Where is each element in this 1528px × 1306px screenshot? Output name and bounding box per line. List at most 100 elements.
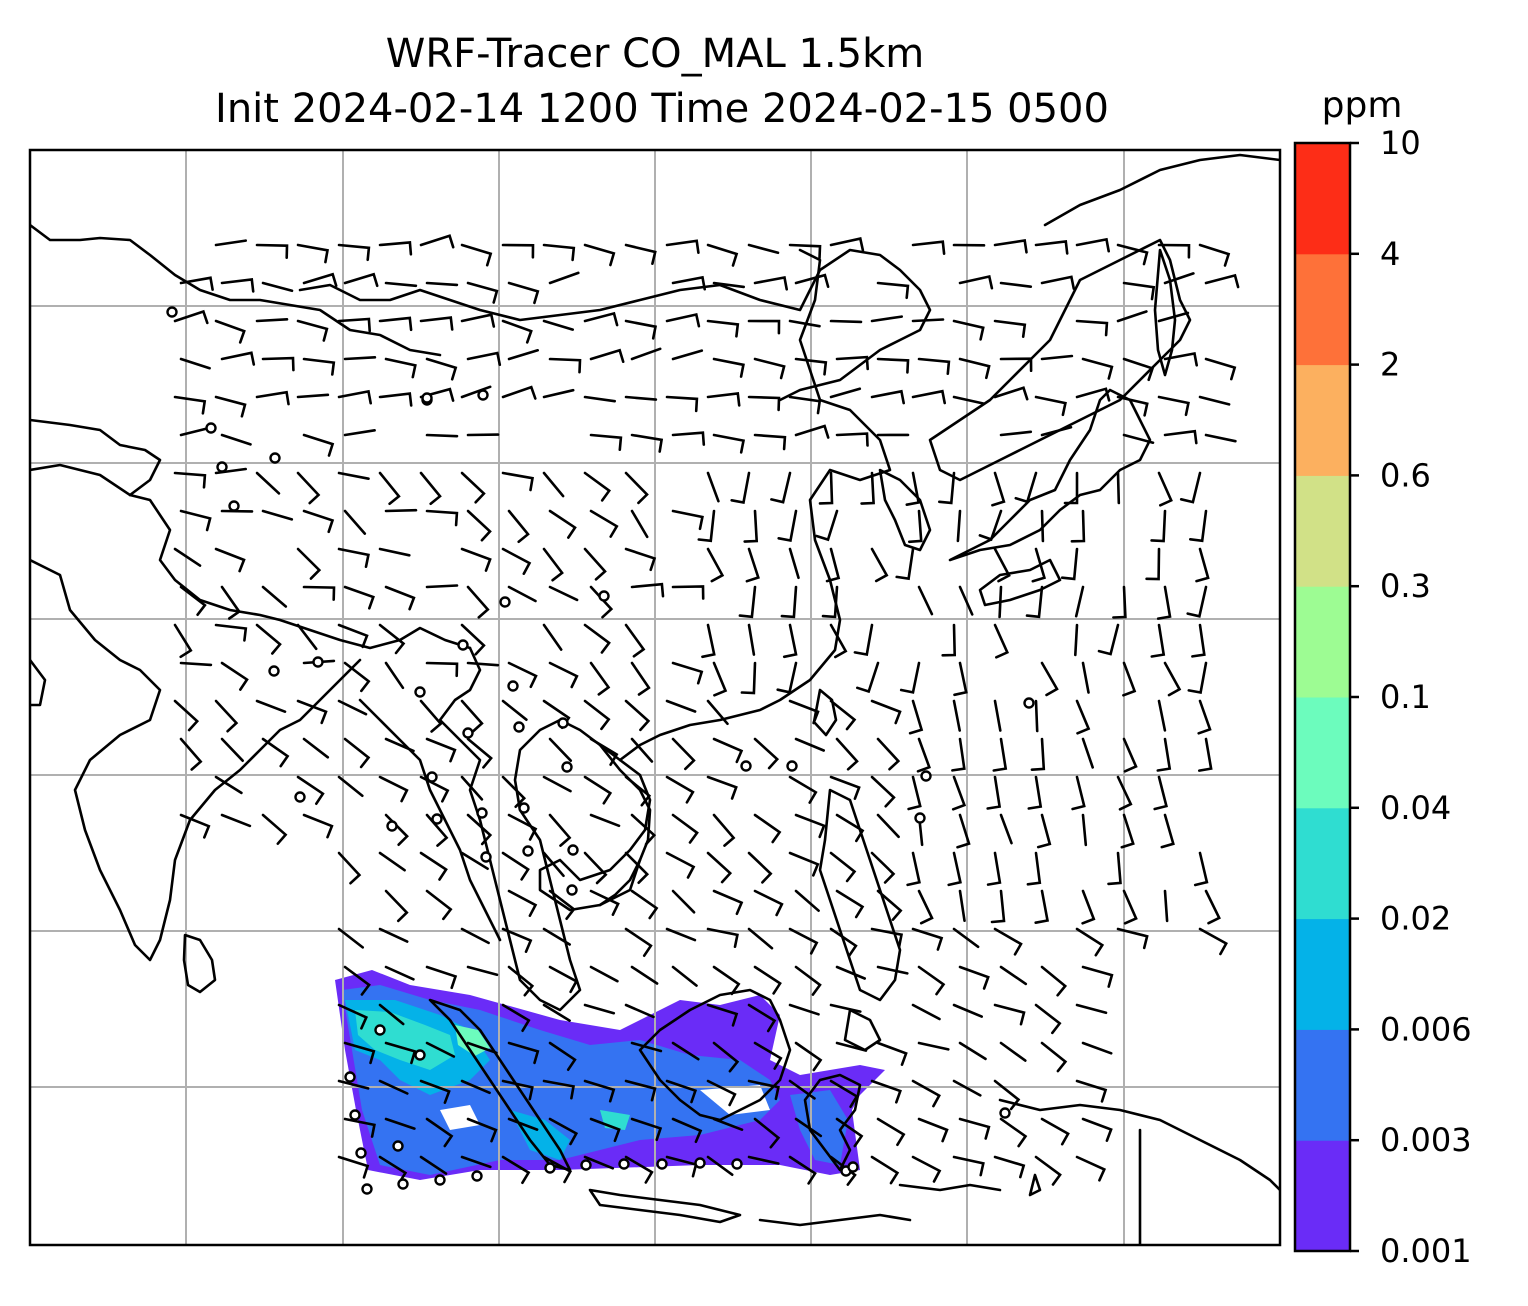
wind-barb <box>583 623 611 654</box>
wind-barb <box>794 1117 823 1138</box>
wind-barbs <box>173 234 1240 1186</box>
calm-wind-circle <box>507 680 519 692</box>
wind-barb <box>953 661 968 697</box>
wind-barb <box>712 889 744 916</box>
wind-barb <box>589 509 619 538</box>
wind-barb <box>1122 661 1137 697</box>
wind-barb <box>753 1041 783 1070</box>
wind-barb <box>753 965 782 995</box>
wind-barb <box>993 1155 1026 1179</box>
wind-barb <box>958 585 974 616</box>
wind-barb <box>1081 1041 1113 1055</box>
wind-barb <box>589 1117 621 1143</box>
wind-barb <box>583 1155 615 1170</box>
wind-barb <box>1204 433 1237 443</box>
wind-barb <box>179 509 212 532</box>
colorbar: ppm 0.001 0.003 0.006 0.02 0.04 0.1 0.3 0.6 2 4 10 <box>1293 85 1472 1270</box>
wind-barb <box>548 965 579 994</box>
wind-barb <box>956 813 971 849</box>
wind-barb <box>466 351 502 366</box>
wind-barb <box>671 431 706 446</box>
wind-barb <box>1204 357 1237 381</box>
wind-barb <box>876 281 910 300</box>
wind-barb <box>220 433 252 446</box>
calm-wind-circle <box>999 1107 1011 1119</box>
wind-barb <box>624 319 658 340</box>
wind-barb <box>753 737 780 770</box>
wind-barb <box>794 1041 823 1072</box>
calm-wind-circle <box>462 727 474 739</box>
calm-wind-circle <box>557 717 569 729</box>
wind-barb <box>384 737 415 753</box>
wind-barb <box>835 813 865 843</box>
wind-barb <box>917 965 946 996</box>
wind-barb <box>507 349 539 361</box>
calm-wind-circle <box>349 1109 361 1121</box>
wind-barb <box>788 547 800 580</box>
wind-barb <box>173 309 209 325</box>
wind-barb <box>1034 240 1069 255</box>
wind-barb <box>905 471 921 506</box>
wind-barb <box>671 965 698 987</box>
wind-barb <box>583 851 608 885</box>
wind-barb <box>501 1079 534 1101</box>
wind-barb <box>378 623 406 655</box>
wind-barb <box>665 239 700 254</box>
wind-barb <box>1075 387 1111 402</box>
wind-barb <box>583 1003 616 1015</box>
wind-barb <box>917 1041 950 1051</box>
wind-barb <box>1195 547 1210 583</box>
wind-barb <box>671 813 699 844</box>
wind-barb <box>665 927 697 942</box>
wind-barb <box>788 319 821 328</box>
coastline-lesser-sunda <box>758 1173 1042 1227</box>
title-line-1: WRF-Tracer CO_MAL 1.5km <box>386 31 924 77</box>
wind-barb <box>1116 310 1148 323</box>
wind-barb <box>1097 623 1120 656</box>
wind-barb <box>753 275 788 291</box>
wind-barb <box>425 433 459 438</box>
wind-barb <box>378 547 411 557</box>
wind-barb <box>302 357 336 376</box>
wind-barb <box>776 661 798 694</box>
colorbar-segment <box>1295 143 1350 255</box>
wind-barb <box>951 737 966 772</box>
wind-barb <box>753 1117 781 1149</box>
calm-wind-circle <box>471 1170 483 1182</box>
wind-barb <box>917 357 951 375</box>
colorbar-segment <box>1295 807 1350 920</box>
wind-barb <box>302 737 330 759</box>
wind-barb <box>770 471 792 504</box>
wind-barb <box>712 737 744 764</box>
wind-barb <box>835 889 865 919</box>
wind-barb <box>712 357 745 378</box>
wind-barb <box>501 1003 531 1032</box>
wind-barb <box>337 1155 370 1179</box>
wind-barb <box>425 357 458 381</box>
wind-barb <box>993 699 1002 732</box>
border-pakistan <box>30 418 162 497</box>
wind-barb <box>1034 1155 1062 1186</box>
wind-barb <box>747 395 781 412</box>
wind-barb <box>583 311 619 327</box>
wind-barb <box>384 281 418 288</box>
colorbar-tick-label: 0.04 <box>1380 789 1451 827</box>
colorbar-tick-label: 0.001 <box>1380 1232 1472 1270</box>
calm-wind-circle <box>392 1140 404 1152</box>
wind-barb <box>829 623 848 659</box>
wind-barb <box>1014 471 1038 504</box>
wind-barb <box>895 547 915 581</box>
wind-barb <box>548 509 577 539</box>
wind-barb <box>876 357 910 374</box>
wind-barb <box>542 1079 576 1100</box>
calm-wind-circle <box>544 1162 556 1174</box>
wind-barb <box>1116 927 1149 950</box>
wind-barb <box>302 585 336 601</box>
wind-barb <box>337 243 371 262</box>
calm-wind-circle <box>694 1157 706 1169</box>
wind-barb <box>466 813 493 846</box>
wind-barb <box>337 775 364 798</box>
colorbar-segment <box>1295 364 1350 476</box>
wind-barb <box>870 851 896 884</box>
wind-barb <box>993 927 1023 956</box>
